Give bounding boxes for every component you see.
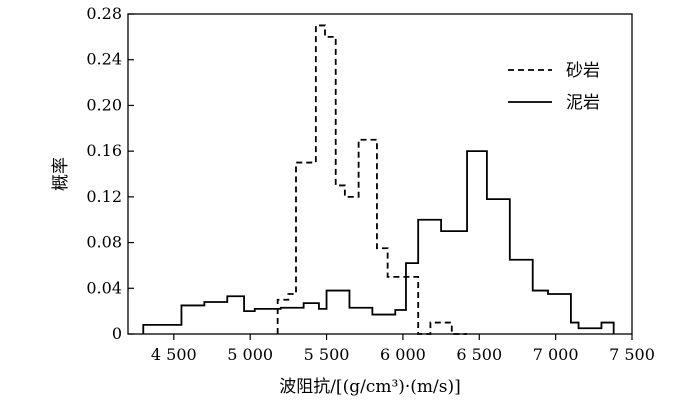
y-tick-label: 0 xyxy=(112,324,122,343)
y-tick-label: 0.16 xyxy=(86,141,122,160)
legend: 砂岩 泥岩 xyxy=(508,61,600,113)
y-tick-label: 0.08 xyxy=(86,233,122,252)
x-tick-label: 5 000 xyxy=(227,345,273,364)
legend-mudstone-label: 泥岩 xyxy=(566,93,600,113)
y-axis: 0 0.04 0.08 0.12 0.16 0.20 0.24 0.28 xyxy=(86,4,134,343)
x-tick-label: 4 500 xyxy=(151,345,197,364)
x-axis: 4 500 5 000 5 500 6 000 6 500 7 000 7 500 xyxy=(151,334,655,364)
y-tick-label: 0.12 xyxy=(86,187,122,206)
x-axis-title: 波阻抗/[(g/cm³)·(m/s)] xyxy=(279,377,461,397)
y-tick-label: 0.04 xyxy=(86,278,122,297)
y-tick-label: 0.20 xyxy=(86,95,122,114)
series-sandstone-line xyxy=(276,24,468,335)
y-tick-label: 0.28 xyxy=(86,4,122,23)
y-tick-label: 0.24 xyxy=(86,50,122,69)
legend-sandstone-label: 砂岩 xyxy=(566,61,600,81)
plot-frame xyxy=(127,13,633,335)
x-tick-label: 7 000 xyxy=(533,345,579,364)
x-tick-label: 7 500 xyxy=(609,345,655,364)
x-tick-label: 6 000 xyxy=(380,345,426,364)
series-mudstone-line xyxy=(142,150,615,334)
series-layer xyxy=(142,24,615,335)
x-tick-label: 6 500 xyxy=(456,345,502,364)
x-tick-label: 5 500 xyxy=(304,345,350,364)
y-axis-title: 概率 xyxy=(51,157,71,191)
